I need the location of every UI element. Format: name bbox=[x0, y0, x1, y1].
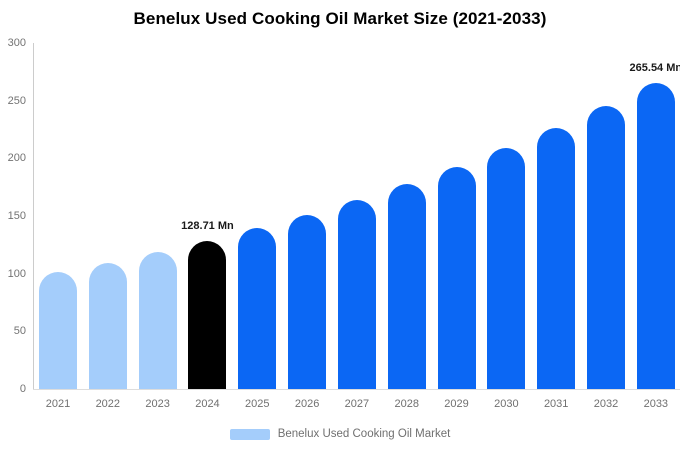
y-tick-300: 300 bbox=[7, 37, 26, 49]
x-tick-2026: 2026 bbox=[294, 398, 320, 410]
bar-2031[interactable] bbox=[537, 128, 576, 389]
legend-swatch bbox=[229, 428, 270, 440]
legend-label: Benelux Used Cooking Oil Market bbox=[277, 428, 451, 440]
chart-title: Benelux Used Cooking Oil Market Size (20… bbox=[133, 9, 547, 28]
legend[interactable]: Benelux Used Cooking Oil Market bbox=[0, 424, 680, 444]
y-tick-100: 100 bbox=[7, 267, 26, 280]
x-tick-2028: 2028 bbox=[394, 398, 419, 410]
x-tick-2032: 2032 bbox=[593, 398, 619, 410]
x-tick-2022: 2022 bbox=[95, 398, 121, 410]
x-tick-2031: 2031 bbox=[543, 398, 569, 410]
y-tick-0: 0 bbox=[19, 383, 26, 395]
x-tick-2024: 2024 bbox=[195, 398, 220, 410]
x-tick-2021: 2021 bbox=[45, 398, 71, 410]
bar-2030[interactable] bbox=[487, 148, 526, 389]
x-tick-2029: 2029 bbox=[444, 398, 469, 410]
bar-2023[interactable] bbox=[138, 251, 177, 389]
bar-2028[interactable] bbox=[387, 184, 426, 389]
bar-2021[interactable] bbox=[39, 272, 77, 389]
data-label-2024: 128.71 Mn bbox=[181, 219, 234, 232]
bar-2022[interactable] bbox=[88, 262, 127, 389]
bar-2033[interactable] bbox=[636, 82, 675, 389]
x-tick-2033: 2033 bbox=[643, 398, 669, 410]
y-tick-150: 150 bbox=[7, 210, 26, 222]
x-tick-2023: 2023 bbox=[145, 398, 170, 410]
y-tick-200: 200 bbox=[7, 152, 26, 165]
y-axis-line bbox=[33, 43, 34, 389]
bar-2029[interactable] bbox=[437, 166, 476, 389]
bar-2026[interactable] bbox=[288, 214, 327, 389]
bar-2025[interactable] bbox=[238, 228, 277, 389]
y-tick-50: 50 bbox=[13, 325, 26, 338]
y-tick-250: 250 bbox=[7, 94, 26, 107]
x-tick-2025: 2025 bbox=[245, 398, 270, 410]
bar-2024[interactable] bbox=[188, 240, 227, 389]
bar-2032[interactable] bbox=[587, 106, 626, 389]
x-tick-2030: 2030 bbox=[494, 398, 519, 410]
bar-2027[interactable] bbox=[337, 199, 376, 389]
data-label-2033: 265.54 Mn bbox=[629, 61, 680, 74]
x-axis-line bbox=[33, 389, 680, 390]
x-tick-2027: 2027 bbox=[344, 398, 370, 410]
